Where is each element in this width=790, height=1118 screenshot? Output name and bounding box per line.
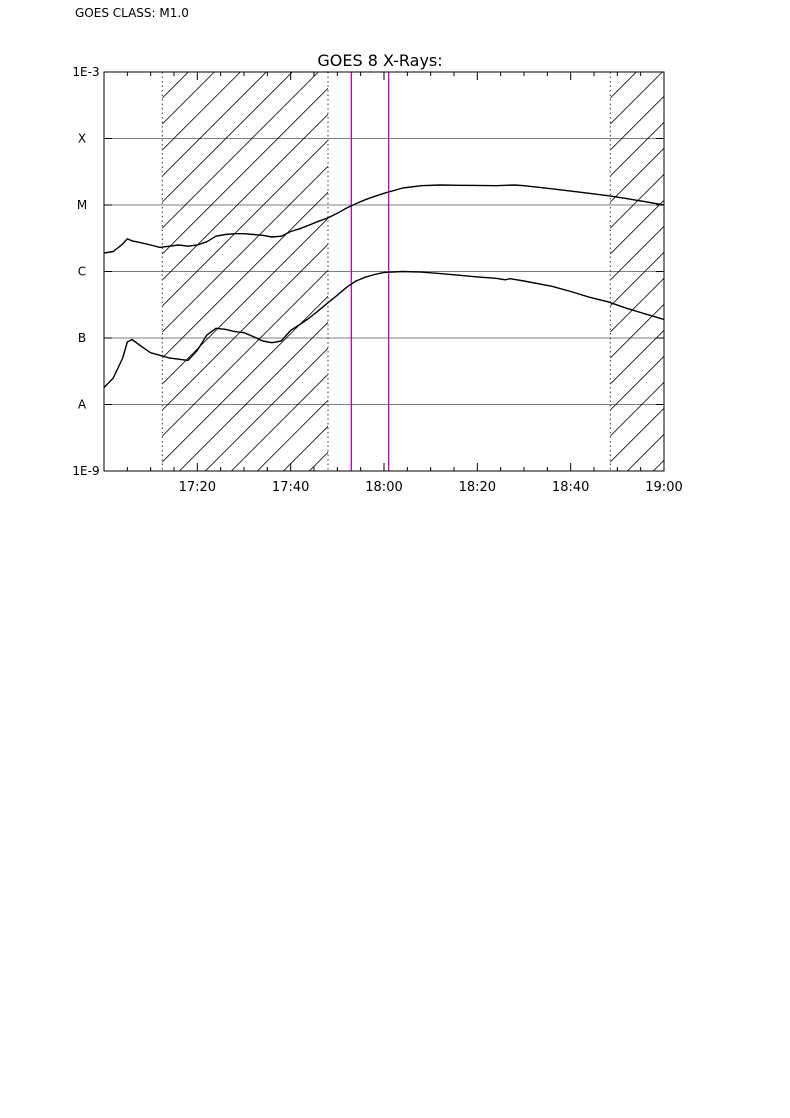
x-tick-label: 17:40: [272, 480, 309, 495]
chart-container: GOES 8 X-Rays: 1E-9 A B C M X 1E-3 17:20 17:40 18…: [0, 40, 790, 510]
x-tick-label: 18:20: [459, 480, 496, 495]
goes-class-label: GOES CLASS:: [75, 6, 156, 20]
series-lines: [104, 184, 664, 388]
grid-lines: [104, 138, 664, 405]
y-tick-label: C: [78, 265, 86, 279]
y-tick-label: M: [77, 198, 87, 212]
goes-class-value: M1.0: [159, 6, 189, 20]
axis-ticks: 1E-9 A B C M X 1E-3 17:20 17:40 18:00 18:20 18:40 19…: [72, 65, 682, 495]
x-tick-label: 18:00: [365, 480, 402, 495]
hatch-line: [679, 72, 790, 471]
y-tick-label: 1E-3: [72, 65, 99, 79]
series-line-1: [104, 184, 664, 254]
chart-title: GOES 8 X-Rays:: [317, 51, 442, 70]
goes-class-header: GOES CLASS: M1.0: [75, 6, 189, 20]
y-tick-label: A: [78, 398, 87, 412]
x-tick-label: 18:40: [552, 480, 589, 495]
x-tick-label: 17:20: [179, 480, 216, 495]
y-tick-label: B: [78, 331, 86, 345]
goes-xray-chart: GOES 8 X-Rays: 1E-9 A B C M X 1E-3 17:20 17:40 18…: [72, 51, 790, 495]
series-line-2: [104, 270, 664, 388]
hatch-line: [653, 459, 664, 471]
y-tick-label: X: [78, 132, 86, 146]
y-tick-label: 1E-9: [72, 464, 99, 478]
x-tick-label: 19:00: [645, 480, 682, 495]
